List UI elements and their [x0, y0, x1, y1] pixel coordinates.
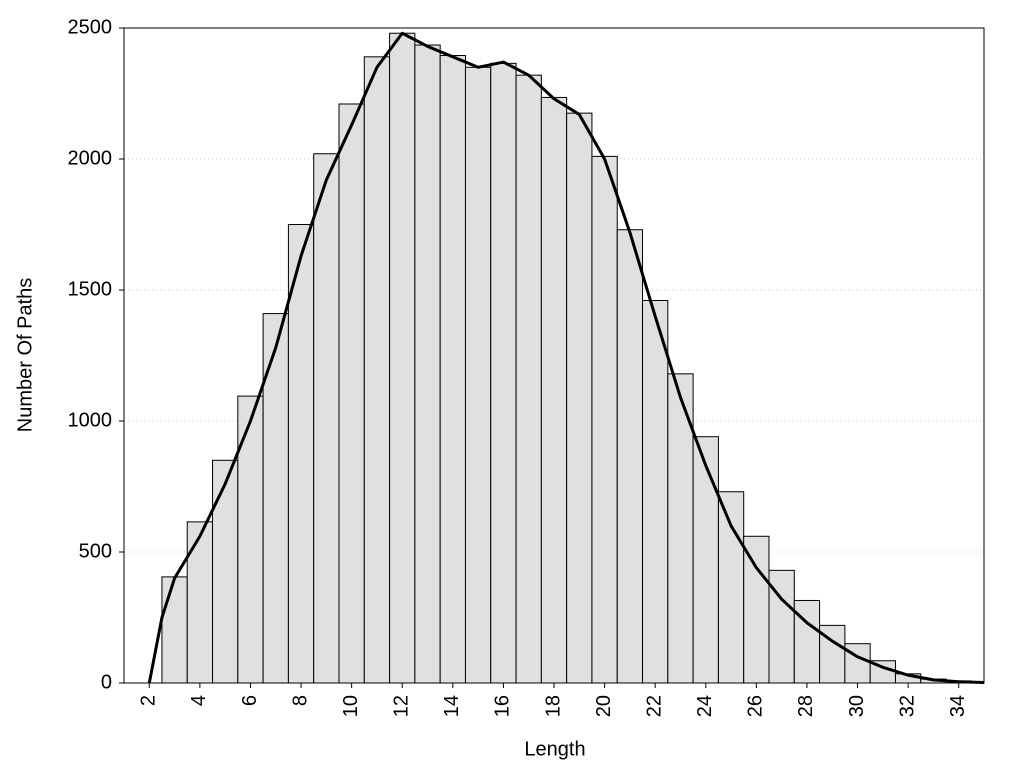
bar: [363, 56, 391, 684]
x-tick-label: 34: [947, 695, 969, 717]
bar: [439, 55, 466, 684]
bar: [186, 521, 214, 684]
x-tick-label: 4: [188, 695, 210, 706]
bar: [717, 491, 745, 684]
x-tick-label: 26: [745, 695, 767, 717]
bar: [389, 32, 416, 684]
y-axis-label: Number Of Paths: [14, 278, 36, 433]
y-tick-label: 500: [79, 540, 112, 562]
bar: [313, 153, 340, 684]
bar: [692, 436, 719, 684]
bar: [490, 62, 517, 684]
bar: [616, 229, 644, 684]
y-tick-label: 2500: [68, 16, 113, 38]
bar: [212, 459, 239, 684]
y-tick-label: 0: [101, 671, 112, 693]
x-tick-label: 12: [391, 695, 413, 717]
x-tick-label: 14: [441, 695, 463, 717]
y-tick-label: 1000: [68, 409, 113, 431]
x-tick-label: 20: [593, 695, 615, 717]
x-tick-label: 30: [846, 695, 868, 717]
bar: [338, 103, 365, 684]
bar: [414, 44, 441, 684]
bar: [743, 535, 770, 684]
x-axis-label: Length: [524, 738, 585, 760]
bar: [642, 299, 669, 684]
bar: [591, 155, 618, 684]
bar: [667, 373, 694, 684]
x-tick-label: 16: [492, 695, 514, 717]
bar: [540, 96, 568, 684]
x-tick-label: 22: [643, 695, 665, 717]
x-tick-label: 10: [340, 695, 362, 717]
bar: [566, 112, 593, 684]
y-tick-label: 2000: [68, 147, 113, 169]
x-tick-label: 18: [542, 695, 564, 717]
bar: [464, 66, 492, 684]
x-tick-label: 24: [694, 695, 716, 717]
y-tick-label: 1500: [68, 278, 113, 300]
x-tick-label: 32: [896, 695, 918, 717]
x-tick-label: 2: [138, 695, 160, 706]
x-tick-label: 8: [289, 695, 311, 706]
density-curve: [147, 31, 985, 684]
x-tick-label: 6: [239, 695, 261, 706]
plot-frame: [123, 27, 985, 684]
x-tick-label: 28: [795, 695, 817, 717]
bar: [515, 74, 542, 684]
bar: [161, 576, 188, 684]
